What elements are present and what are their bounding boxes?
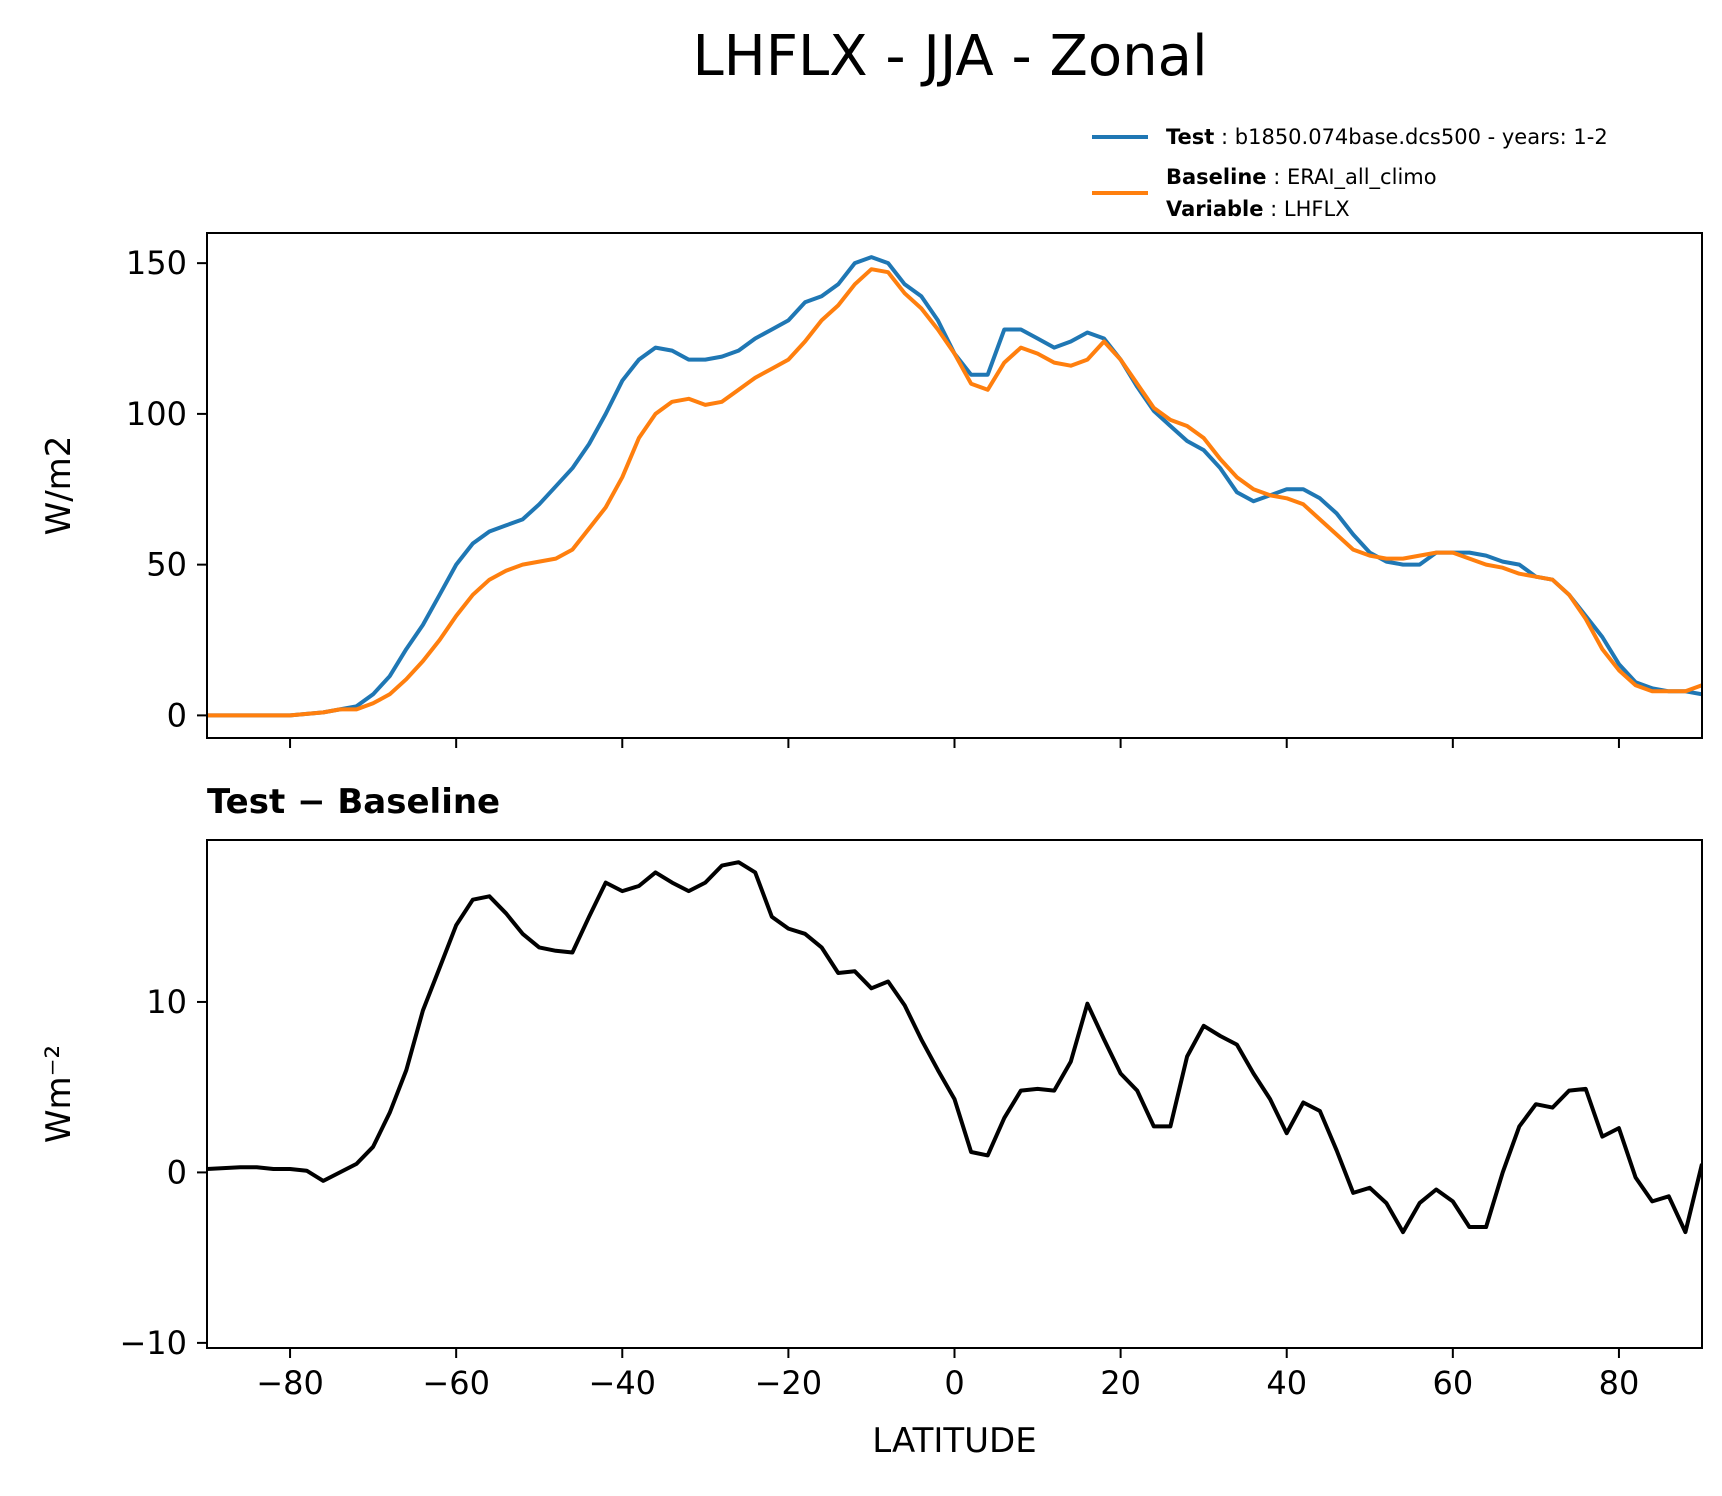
legend-variable-sep: : <box>1263 197 1283 221</box>
x-tick-label: −80 <box>256 1364 324 1402</box>
x-tick-label: −20 <box>755 1364 823 1402</box>
legend-variable-label: Variable <box>1166 197 1263 221</box>
bottom-panel: −80 −60 −40 −20 0 20 40 60 80 −10 0 10 Wm⁻² LATITUDE <box>39 839 1703 1461</box>
x-tick-label: 60 <box>1432 1364 1473 1402</box>
x-tick-label: 80 <box>1599 1364 1640 1402</box>
legend-test-sep: : <box>1214 125 1234 149</box>
y-tick-label: 10 <box>146 983 187 1021</box>
bottom-panel-title: Test − Baseline <box>207 782 500 822</box>
y-tick-label: 50 <box>146 546 187 584</box>
x-axis-label: LATITUDE <box>872 1421 1036 1461</box>
test-series-line <box>207 255 1702 718</box>
y-tick-label: −10 <box>119 1324 187 1362</box>
y-axis-label: W/m2 <box>39 436 79 536</box>
x-tick-label: −60 <box>422 1364 490 1402</box>
legend-variable-value: LHFLX <box>1284 197 1350 221</box>
legend-test-value: b1850.074base.dcs500 - years: 1-2 <box>1235 125 1608 149</box>
legend-baseline-label: Baseline <box>1166 165 1267 189</box>
x-tick-label: 40 <box>1266 1364 1307 1402</box>
plot-frame <box>206 839 1703 1349</box>
legend-baseline-entry: Baseline : ERAI_all_climo <box>1166 165 1437 190</box>
x-tick-label: 20 <box>1100 1364 1141 1402</box>
legend-baseline-value: ERAI_all_climo <box>1287 165 1437 190</box>
legend-test-label: Test <box>1166 125 1214 149</box>
baseline-series-line <box>207 267 1702 718</box>
difference-series-line <box>207 860 1702 1235</box>
x-tick-label: 0 <box>944 1364 964 1402</box>
legend-variable-entry: Variable : LHFLX <box>1166 197 1350 221</box>
plot-frame <box>206 232 1703 739</box>
y-tick-label: 150 <box>126 244 187 282</box>
figure-title: LHFLX - JJA - Zonal <box>692 24 1207 89</box>
y-tick-label: 0 <box>167 1153 187 1191</box>
y-tick-label: 0 <box>167 696 187 734</box>
y-axis-label: Wm⁻² <box>39 1045 79 1143</box>
x-tick-label: −40 <box>589 1364 657 1402</box>
legend: Test : b1850.074base.dcs500 - years: 1-2… <box>1092 125 1608 221</box>
top-panel: 0 50 100 150 W/m2 <box>39 232 1703 748</box>
legend-baseline-sep: : <box>1267 165 1287 189</box>
y-tick-label: 100 <box>126 395 187 433</box>
legend-test-entry: Test : b1850.074base.dcs500 - years: 1-2 <box>1166 125 1608 149</box>
